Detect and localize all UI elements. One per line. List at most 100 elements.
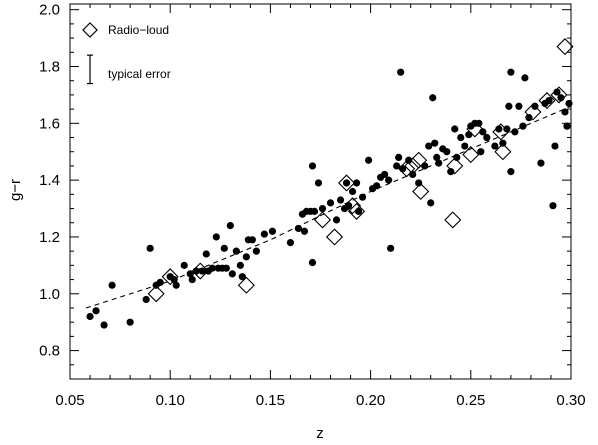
galaxy-point [146,244,154,252]
galaxy-point [332,216,341,224]
radio-loud-point [404,157,422,175]
y-tick-label: 0.8 [39,343,60,360]
galaxy-point [477,148,485,156]
galaxy-point [232,247,240,255]
x-tick-label: 0.05 [55,392,84,409]
galaxy-point [451,125,459,133]
galaxy-point [286,239,295,247]
galaxy-point [308,162,317,170]
galaxy-point [100,321,108,329]
galaxy-point [342,179,351,187]
galaxy-point [415,179,423,187]
galaxy-point [503,125,511,133]
galaxy-point [344,202,353,210]
galaxy-point [170,275,178,284]
y-axis-title: g−r [7,179,24,201]
radio-loud-point [344,197,362,215]
galaxy-point [156,278,164,287]
galaxy-point [405,156,413,164]
galaxy-point [507,168,515,176]
galaxy-point [220,244,228,252]
x-tick-label: 0.30 [556,392,585,409]
galaxy-point [519,122,527,130]
galaxy-point [222,264,230,272]
radio-loud-point [556,38,574,56]
y-tick-label: 2.0 [39,2,60,19]
galaxy-point [475,119,483,127]
galaxy-point [186,270,194,278]
galaxy-point [483,133,491,142]
galaxy-point [447,168,455,176]
radio-loud-point [147,285,165,303]
galaxy-point [300,227,309,235]
radio-loud-point [348,202,366,220]
galaxy-point [465,131,473,139]
galaxy-point [525,114,533,122]
galaxy-point [373,182,381,190]
radio-loud-point [444,211,462,229]
galaxy-point [551,142,559,150]
radio-loud-point [191,262,209,280]
radio-loud-point [398,160,416,178]
y-tick-label: 1.2 [39,229,60,246]
galaxy-point [180,261,188,269]
galaxy-point [188,275,196,284]
galaxy-point [521,74,529,82]
galaxy-point [92,307,100,315]
galaxy-point [348,187,357,196]
galaxy-point [208,264,216,272]
galaxy-point [352,179,361,187]
galaxy-point [561,108,569,116]
galaxy-point [505,102,513,110]
radio-loud-point [466,120,484,138]
radio-loud-point [494,143,512,161]
galaxy-point [431,139,439,147]
galaxy-point [433,153,441,162]
radio-loud-point [410,151,428,169]
galaxy-point [238,273,246,281]
radio-loud-point [550,86,568,104]
galaxy-point [549,202,557,210]
y-tick-label: 1.8 [39,59,60,76]
data-points [86,38,574,329]
radio-loud-point [524,103,542,121]
galaxy-point [268,227,277,235]
galaxy-point [260,230,268,238]
galaxy-point [314,179,323,187]
axis-ticks: 0.05 0.10 0.15 0.20 0.25 0.30 0.8 1.0 1.2 1.4 1.6 1… [39,2,585,409]
radio-loud-point [492,123,510,141]
galaxy-point [308,258,317,267]
y-tick-label: 1.0 [39,286,60,303]
galaxy-point [228,270,236,278]
galaxy-point [387,244,395,252]
x-tick-label: 0.20 [356,392,385,409]
galaxy-point [491,142,499,150]
radio-loud-point [446,157,464,175]
galaxy-point [515,102,523,110]
legend-typical-error-label: typical error [108,67,171,81]
galaxy-point [507,68,515,76]
galaxy-point [427,199,435,207]
galaxy-point [385,176,393,184]
legend-radio-loud-diamond [82,22,98,38]
y-tick-label: 1.4 [39,172,60,189]
galaxy-point [248,236,256,244]
radio-loud-point [325,228,344,246]
galaxy-point [461,142,469,150]
galaxy-point [202,250,210,258]
x-axis-title: z [316,425,324,442]
plot-frame [69,3,572,380]
legend-radio-loud-label: Radio−loud [108,23,169,37]
galaxy-point [126,318,134,326]
radio-loud-point [337,174,356,192]
radio-loud-point [313,211,332,229]
galaxy-point [563,122,571,130]
galaxy-point [172,281,180,289]
galaxy-point [511,128,519,136]
galaxy-point [397,68,405,76]
radio-loud-point [462,146,480,164]
galaxy-point [395,153,403,162]
galaxy-point [358,193,367,201]
galaxy-point [453,153,461,162]
